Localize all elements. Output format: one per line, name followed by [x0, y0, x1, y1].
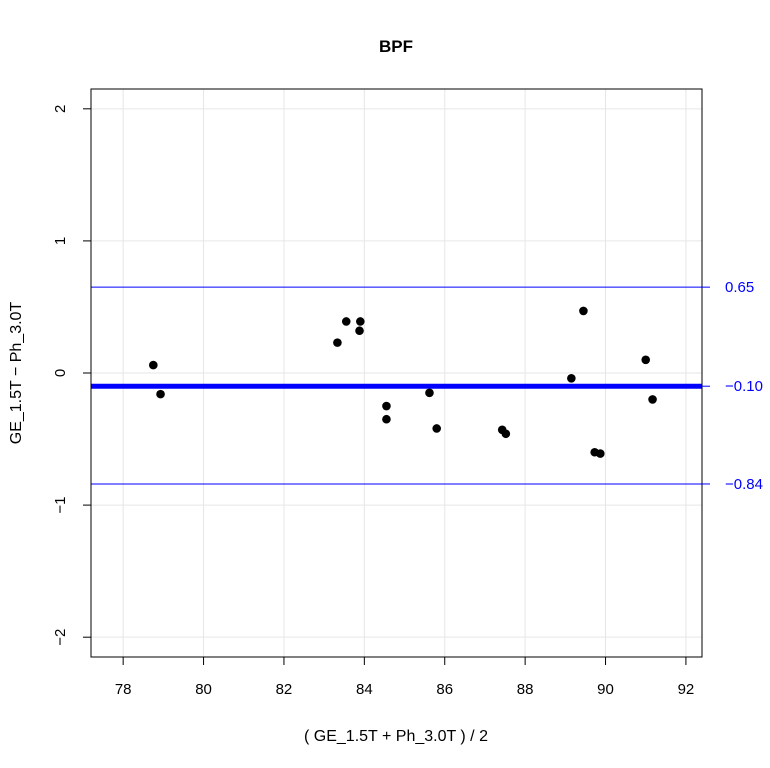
- data-point: [501, 429, 511, 439]
- data-point: [432, 424, 441, 433]
- x-axis-label: ( GE_1.5T + Ph_3.0T ) / 2: [304, 728, 488, 745]
- data-point: [156, 389, 165, 399]
- y-axis-label: GE_1.5T − Ph_3.0T: [8, 302, 25, 445]
- data-points: [149, 306, 657, 458]
- data-point: [149, 360, 158, 370]
- chart-title: BPF: [379, 37, 413, 56]
- y-tick-label: −2: [52, 629, 69, 646]
- data-point: [579, 306, 588, 316]
- y-tick-label: 1: [52, 237, 69, 245]
- reference-lines: [91, 286, 702, 485]
- data-point: [641, 355, 651, 365]
- data-point: [567, 373, 576, 383]
- data-point: [382, 401, 391, 411]
- reference-labels: 0.65 −0.10 −0.84: [702, 279, 763, 493]
- y-tick-label: −1: [52, 497, 69, 514]
- data-point: [648, 395, 657, 404]
- x-tick-label: 86: [436, 681, 453, 698]
- grid: [91, 89, 702, 657]
- data-point: [382, 414, 391, 424]
- data-point: [341, 317, 351, 326]
- reference-label: −0.10: [725, 378, 763, 395]
- y-tick-label: 0: [52, 369, 69, 377]
- x-tick-label: 84: [356, 681, 373, 698]
- data-point: [425, 388, 434, 398]
- data-point: [596, 449, 605, 458]
- data-point: [356, 317, 365, 326]
- y-axis: −2 −1 0 1 2: [52, 105, 91, 646]
- x-tick-label: 78: [115, 681, 132, 698]
- reference-label: −0.84: [725, 476, 763, 493]
- x-tick-label: 90: [597, 681, 614, 698]
- x-axis: 78 80 82 84 86 88 90 92: [115, 657, 694, 698]
- x-tick-label: 92: [678, 681, 695, 698]
- reference-label: 0.65: [725, 279, 754, 296]
- x-tick-label: 80: [195, 681, 212, 698]
- x-tick-label: 82: [276, 681, 293, 698]
- y-tick-label: 2: [52, 105, 69, 113]
- x-tick-label: 88: [517, 681, 534, 698]
- data-point: [333, 338, 342, 347]
- data-point: [355, 326, 364, 336]
